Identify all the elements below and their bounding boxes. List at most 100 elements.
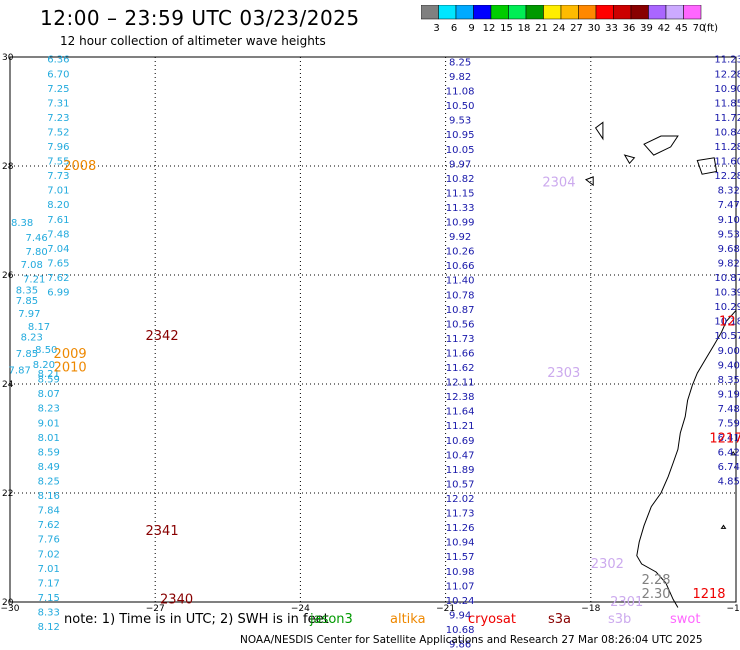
swh-value-label: 11.62 [446, 363, 475, 374]
colorbar-tick-label: 45 [675, 23, 688, 34]
swh-value-label: 10.39 [714, 288, 740, 299]
longitude-tick-label: −27 [146, 604, 165, 614]
colorbar-swatch [683, 5, 702, 20]
swh-value-label: 9.00 [718, 346, 740, 357]
canary-island-outline [623, 154, 636, 165]
swh-value-label: 9.10 [718, 215, 740, 226]
swh-value-label: 7.62 [38, 520, 60, 531]
swh-value-label: 8.50 [35, 345, 57, 356]
swh-value-label: 7.08 [21, 260, 43, 271]
swh-value-label: 7.46 [25, 233, 47, 244]
swh-value-label: 11.33 [446, 203, 475, 214]
swh-value-label: 11.73 [446, 334, 475, 345]
pass-number-label: 1217 [709, 432, 740, 447]
swh-value-label: 10.56 [446, 319, 475, 330]
legend-cryosat: cryosat [468, 612, 516, 627]
swh-value-label: 7.85 [16, 349, 38, 360]
swh-value-label: 6.42 [718, 448, 740, 459]
swh-value-label: 11.85 [714, 98, 740, 109]
swh-value-label: 10.68 [446, 625, 475, 636]
swh-value-label: 10.69 [446, 436, 475, 447]
swh-value-label: 11.72 [714, 113, 740, 124]
canary-island-outline [594, 121, 604, 141]
swh-value-label: 7.97 [18, 309, 40, 320]
swh-value-label: 10.26 [446, 247, 475, 258]
swh-value-label: 8.32 [718, 186, 740, 197]
swh-value-label: 10.66 [446, 261, 475, 272]
map-title: 12:00 – 23:59 UTC 03/23/2025 [40, 6, 360, 30]
pass-number-label: 2009 [54, 347, 87, 362]
pass-number-label: 2.30 [642, 587, 671, 602]
swh-value-label: 8.16 [38, 491, 60, 502]
swh-value-label: 10.18 [714, 317, 740, 328]
swh-value-label: 7.87 [9, 365, 31, 376]
swh-value-label: 11.66 [446, 348, 475, 359]
swh-value-label: 8.35 [718, 375, 740, 386]
swh-value-label: 7.25 [47, 84, 69, 95]
swh-value-label: 7.48 [47, 229, 69, 240]
colorbar-tick-label: 9 [468, 23, 474, 34]
swh-value-label: 10.29 [714, 302, 740, 313]
swh-value-label: 6.70 [47, 69, 69, 80]
swh-value-label: 6.41 [718, 433, 740, 444]
pass-number-label: 2303 [547, 366, 580, 381]
colorbar-tick-label: 15 [500, 23, 513, 34]
swh-value-label: 8.33 [38, 607, 60, 618]
swh-value-label: 11.23 [714, 55, 740, 66]
latitude-tick-label: 20 [2, 598, 14, 608]
latitude-tick-label: 22 [2, 489, 13, 499]
swh-value-label: 10.87 [446, 305, 475, 316]
swh-value-label: 8.25 [449, 57, 471, 68]
swh-value-label: 4.85 [718, 477, 740, 488]
colorbar-tick-label: 70 [693, 23, 706, 34]
swh-value-label: 8.20 [33, 360, 55, 371]
legend-swot: swot [670, 612, 701, 627]
colorbar-tick-label: 12 [483, 23, 496, 34]
colorbar-tick-label: 3 [433, 23, 439, 34]
pass-number-label: 2341 [146, 524, 179, 539]
swh-value-label: 6.99 [47, 288, 69, 299]
swh-value-label: 7.62 [47, 273, 69, 284]
swh-value-label: 10.82 [446, 174, 475, 185]
swh-value-label: 7.01 [38, 564, 60, 575]
swh-value-label: 7.84 [38, 506, 60, 517]
swh-value-label: 8.20 [47, 200, 69, 211]
swh-value-label: 8.38 [11, 218, 33, 229]
swh-value-label: 8.01 [38, 433, 60, 444]
swh-value-label: 8.12 [38, 622, 60, 633]
swh-value-label: 11.28 [714, 142, 740, 153]
pass-number-label: 2342 [146, 329, 179, 344]
swh-value-label: 12.38 [446, 392, 475, 403]
african-coastline [636, 310, 737, 608]
colorbar-tick-label: 27 [570, 23, 583, 34]
pass-number-label: 12 [719, 314, 736, 329]
swh-value-label: 7.65 [47, 258, 69, 269]
swh-value-label: 10.50 [446, 101, 475, 112]
swh-value-label: 7.04 [47, 244, 69, 255]
swh-value-label: 7.47 [718, 200, 740, 211]
longitude-tick-label: −24 [291, 604, 310, 614]
swh-value-label: 9.86 [449, 640, 471, 650]
legend-jason3: jason3 [310, 612, 353, 627]
swh-value-label: 11.64 [446, 407, 475, 418]
swh-value-label: 10.87 [714, 273, 740, 284]
swh-value-label: 9.82 [718, 258, 740, 269]
swh-value-label: 7.85 [16, 296, 38, 307]
swh-value-label: 12.28 [714, 171, 740, 182]
swh-value-label: 11.08 [446, 87, 475, 98]
swh-value-label: 9.40 [718, 360, 740, 371]
swh-value-label: 7.80 [25, 247, 47, 258]
pass-number-label: 2010 [54, 361, 87, 376]
swh-value-label: 9.19 [718, 389, 740, 400]
pass-number-label: 2301 [610, 595, 643, 610]
swh-value-label: 10.57 [714, 331, 740, 342]
swh-value-label: 12.02 [446, 494, 475, 505]
map-subtitle: 12 hour collection of altimeter wave hei… [60, 34, 326, 48]
swh-value-label: 12.28 [714, 69, 740, 80]
swh-value-label: 7.01 [47, 186, 69, 197]
legend-s3b: s3b [608, 612, 632, 627]
swh-value-label: 8.59 [38, 447, 60, 458]
swh-value-label: 9.82 [449, 72, 471, 83]
swh-value-label: 8.21 [38, 369, 60, 380]
